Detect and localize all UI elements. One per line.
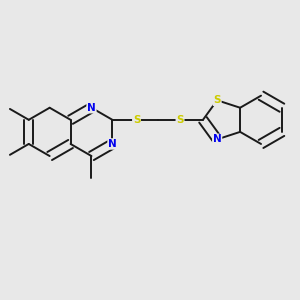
Text: N: N xyxy=(87,103,96,113)
Text: S: S xyxy=(133,115,140,125)
Text: N: N xyxy=(213,134,221,144)
Text: S: S xyxy=(176,115,184,125)
Text: N: N xyxy=(108,139,117,149)
Text: S: S xyxy=(213,95,221,105)
